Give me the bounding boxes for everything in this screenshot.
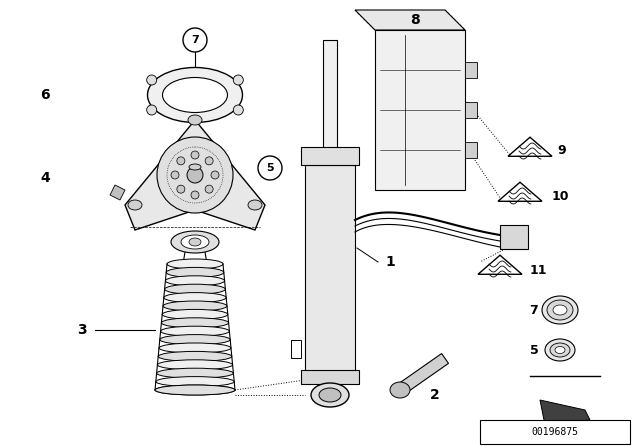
- Circle shape: [177, 157, 185, 165]
- Ellipse shape: [158, 351, 232, 362]
- Text: 6: 6: [40, 88, 50, 102]
- Ellipse shape: [155, 385, 235, 395]
- Ellipse shape: [161, 318, 228, 328]
- FancyBboxPatch shape: [465, 62, 477, 78]
- Ellipse shape: [163, 301, 227, 311]
- Polygon shape: [110, 185, 125, 200]
- Ellipse shape: [547, 300, 573, 320]
- FancyBboxPatch shape: [291, 340, 301, 358]
- Circle shape: [258, 156, 282, 180]
- Circle shape: [147, 105, 157, 115]
- Ellipse shape: [188, 115, 202, 125]
- Text: 3: 3: [77, 323, 87, 337]
- Ellipse shape: [189, 164, 201, 170]
- Ellipse shape: [390, 382, 410, 398]
- Ellipse shape: [164, 284, 225, 294]
- Text: 2: 2: [430, 388, 440, 402]
- FancyBboxPatch shape: [301, 147, 359, 165]
- Text: 1: 1: [385, 255, 395, 269]
- Ellipse shape: [189, 238, 201, 246]
- FancyBboxPatch shape: [465, 102, 477, 118]
- Circle shape: [205, 185, 213, 193]
- Ellipse shape: [555, 346, 565, 353]
- Polygon shape: [508, 137, 552, 156]
- Circle shape: [234, 105, 243, 115]
- Ellipse shape: [165, 276, 225, 286]
- Ellipse shape: [550, 343, 570, 357]
- FancyBboxPatch shape: [480, 420, 630, 444]
- Circle shape: [191, 151, 199, 159]
- Ellipse shape: [181, 235, 209, 249]
- Circle shape: [177, 185, 185, 193]
- Ellipse shape: [248, 200, 262, 210]
- Ellipse shape: [166, 267, 224, 277]
- FancyBboxPatch shape: [375, 30, 465, 190]
- Ellipse shape: [128, 200, 142, 210]
- Circle shape: [183, 28, 207, 52]
- Polygon shape: [397, 353, 449, 395]
- Ellipse shape: [156, 377, 234, 387]
- Ellipse shape: [159, 343, 231, 353]
- Circle shape: [205, 157, 213, 165]
- Text: 11: 11: [529, 263, 547, 276]
- Text: 7: 7: [530, 303, 538, 316]
- Text: 8: 8: [410, 13, 420, 27]
- Ellipse shape: [171, 231, 219, 253]
- FancyBboxPatch shape: [305, 165, 355, 380]
- Ellipse shape: [167, 259, 223, 269]
- Text: 5: 5: [530, 344, 538, 357]
- Ellipse shape: [553, 305, 567, 315]
- FancyBboxPatch shape: [500, 225, 528, 249]
- Text: 7: 7: [191, 35, 199, 45]
- Ellipse shape: [155, 385, 235, 395]
- Circle shape: [211, 171, 219, 179]
- Ellipse shape: [157, 368, 234, 378]
- Circle shape: [191, 191, 199, 199]
- Polygon shape: [540, 400, 590, 425]
- Circle shape: [171, 171, 179, 179]
- Polygon shape: [355, 10, 465, 30]
- FancyBboxPatch shape: [323, 40, 337, 155]
- Ellipse shape: [545, 339, 575, 361]
- Ellipse shape: [164, 293, 226, 302]
- FancyBboxPatch shape: [465, 142, 477, 158]
- Ellipse shape: [157, 360, 232, 370]
- Ellipse shape: [160, 335, 230, 345]
- Text: 10: 10: [551, 190, 569, 203]
- Ellipse shape: [162, 310, 228, 319]
- Ellipse shape: [311, 383, 349, 407]
- Polygon shape: [125, 120, 265, 230]
- Polygon shape: [498, 182, 542, 201]
- Ellipse shape: [319, 388, 341, 402]
- Ellipse shape: [161, 326, 229, 336]
- Circle shape: [187, 167, 203, 183]
- Ellipse shape: [147, 68, 243, 122]
- Circle shape: [234, 75, 243, 85]
- FancyBboxPatch shape: [301, 370, 359, 384]
- Circle shape: [157, 137, 233, 213]
- Text: 4: 4: [40, 171, 50, 185]
- Polygon shape: [478, 255, 522, 274]
- Text: 9: 9: [557, 145, 566, 158]
- Ellipse shape: [542, 296, 578, 324]
- Text: 5: 5: [266, 163, 274, 173]
- Circle shape: [147, 75, 157, 85]
- Ellipse shape: [163, 78, 227, 112]
- Text: 00196875: 00196875: [531, 427, 579, 437]
